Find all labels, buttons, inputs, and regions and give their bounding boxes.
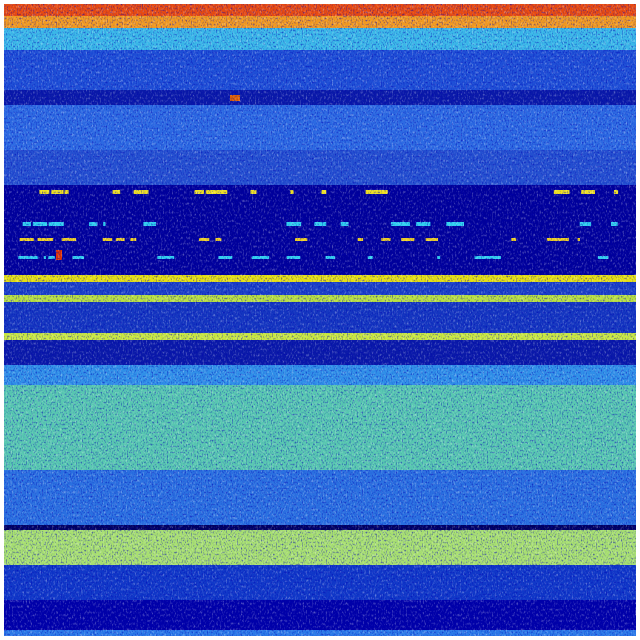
- shade-overlay: [4, 4, 636, 636]
